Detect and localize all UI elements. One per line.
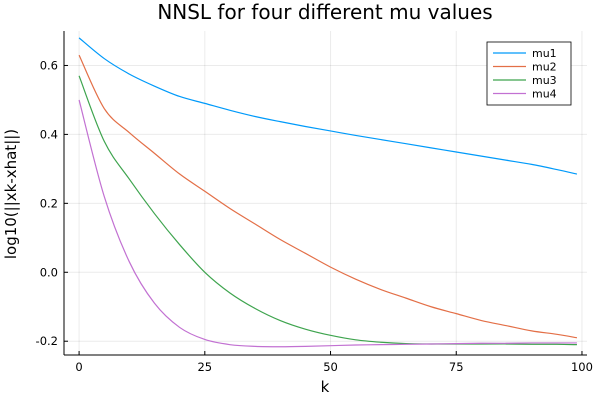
- chart-title: NNSL for four different mu values: [157, 0, 492, 24]
- series-line-mu1: [78, 37, 578, 175]
- axes: [63, 31, 587, 356]
- y-tick-label: 0.0: [40, 265, 58, 279]
- legend-box: [486, 41, 572, 106]
- ticks: 0 25 50 75 100 -0.2 0.0 0.2 0.4 0.6: [36, 58, 593, 374]
- y-tick-label: -0.2: [36, 334, 58, 348]
- x-tick-label: 100: [571, 360, 593, 374]
- x-axis-label: k: [321, 378, 330, 396]
- y-axis-label: log10(||xk-xhat||): [2, 129, 20, 259]
- series-lines: [78, 37, 578, 348]
- x-tick-label: 50: [323, 360, 338, 374]
- series-line-mu2: [78, 54, 578, 339]
- x-tick-label: 25: [197, 360, 212, 374]
- y-tick-label: 0.4: [40, 127, 58, 141]
- series-line-mu3: [78, 75, 577, 346]
- legend-label-mu4: mu4: [532, 88, 557, 101]
- y-tick-label: 0.2: [40, 196, 58, 210]
- x-tick-label: 75: [449, 360, 464, 374]
- series-line-mu4: [78, 99, 577, 348]
- x-tick-label: 0: [75, 360, 82, 374]
- legend-label-mu3: mu3: [532, 74, 557, 87]
- legend-label-mu2: mu2: [532, 61, 557, 74]
- y-tick-label: 0.6: [40, 58, 58, 72]
- legend-label-mu1: mu1: [532, 47, 557, 60]
